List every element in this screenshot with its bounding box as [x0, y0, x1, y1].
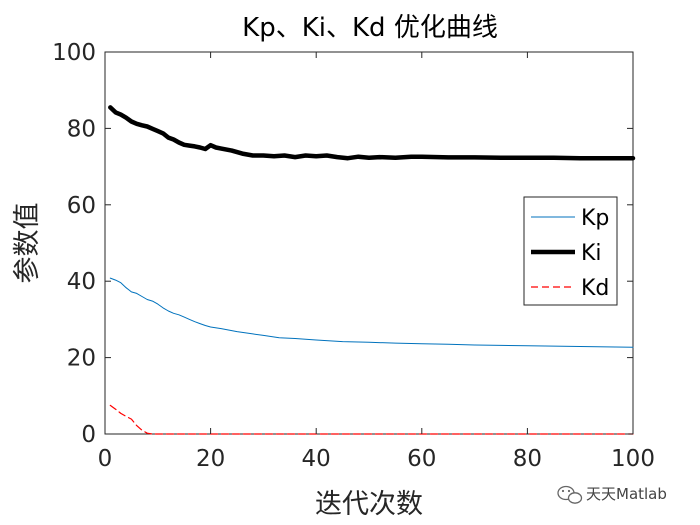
legend-label-kp: Kp [581, 206, 609, 231]
x-tick-label: 60 [407, 446, 436, 472]
series-line-kp [109, 277, 634, 348]
x-tick-label: 0 [98, 446, 113, 472]
x-tick-label: 80 [513, 446, 542, 472]
y-axis-ticks: 0 20 40 60 80 100 [52, 40, 633, 448]
legend-label-ki: Ki [581, 241, 602, 266]
y-tick-label: 80 [67, 116, 96, 142]
y-tick-label: 20 [67, 346, 96, 372]
y-axis-label: 参数值 [12, 203, 43, 284]
chart-title: Kp、Ki、Kd 优化曲线 [242, 13, 498, 43]
y-tick-label: 40 [67, 269, 96, 295]
series-line-ki [108, 105, 636, 161]
x-tick-label: 20 [196, 446, 225, 472]
y-tick-label: 100 [52, 40, 96, 66]
watermark: 天天Matlab [557, 485, 667, 504]
legend: Kp Ki Kd [523, 196, 618, 306]
y-tick-label: 0 [81, 422, 96, 448]
series-line-kd [109, 404, 634, 435]
x-tick-label: 40 [302, 446, 331, 472]
x-tick-label: 100 [611, 446, 655, 472]
series-layer [108, 105, 636, 435]
x-axis-label: 迭代次数 [315, 489, 423, 520]
y-tick-label: 60 [67, 193, 96, 219]
wechat-icon [557, 485, 583, 504]
x-axis-ticks: 0 20 40 60 80 100 [98, 52, 655, 472]
watermark-text: 天天Matlab [586, 485, 667, 503]
legend-label-kd: Kd [581, 276, 609, 301]
